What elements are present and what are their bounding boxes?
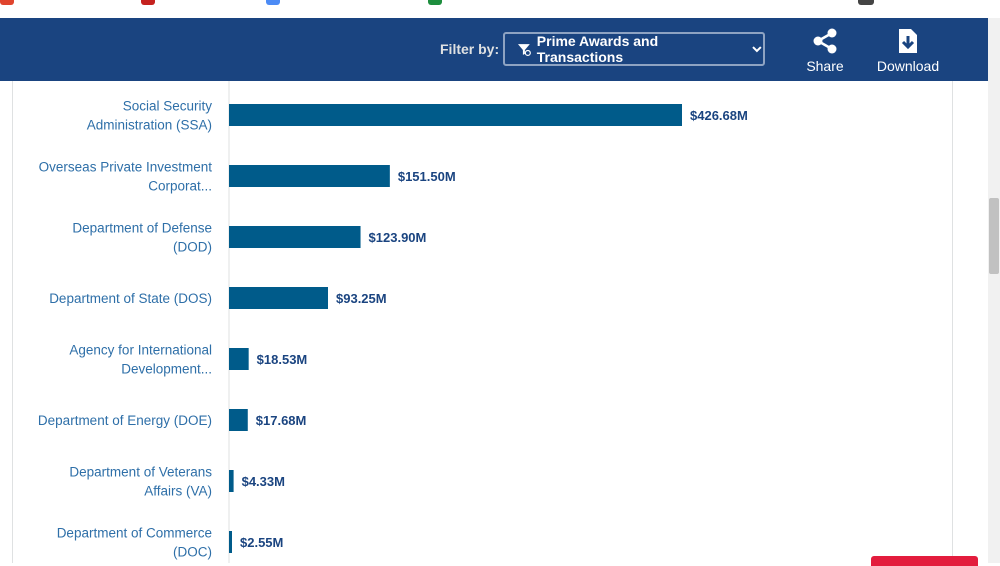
filter-dropdown-value: Prime Awards and Transactions	[536, 33, 659, 65]
agency-label[interactable]: Department of State (DOS)	[49, 291, 212, 306]
bar-value-label: $151.50M	[398, 169, 456, 184]
bar-value-label: $426.68M	[690, 108, 748, 123]
bar-value-label: $4.33M	[242, 474, 285, 489]
agency-bar[interactable]	[229, 165, 390, 187]
filter-by-label: Filter by:	[440, 41, 500, 57]
bar-value-label: $123.90M	[369, 230, 427, 245]
share-label: Share	[806, 58, 844, 74]
agency-bar[interactable]	[229, 104, 682, 126]
share-button[interactable]: Share	[805, 28, 845, 74]
bar-value-label: $17.68M	[256, 413, 307, 428]
page-scrollbar[interactable]	[988, 18, 1000, 563]
agency-spending-chart-panel: Social Security Administration (SSA) $426.…	[12, 81, 953, 563]
bookmark-icon-red[interactable]	[141, 0, 155, 5]
agency-label[interactable]: Department of Commerce (DOC)	[57, 526, 212, 560]
bookmark-icon-green[interactable]	[428, 0, 442, 5]
download-button[interactable]: Download	[872, 28, 944, 74]
bookmark-icon-dark[interactable]	[858, 0, 874, 5]
filter-icon	[517, 44, 531, 56]
agency-bar[interactable]	[229, 470, 234, 492]
bar-value-label: $2.55M	[240, 535, 283, 550]
agency-label[interactable]: Department of Veterans Affairs (VA)	[69, 465, 212, 499]
main-content: Social Security Administration (SSA) $426.…	[0, 81, 988, 563]
visualization-toolbar: Filter by: Prime Awards and Transactions…	[0, 18, 988, 81]
bookmark-icon-red-edge[interactable]	[0, 0, 14, 5]
bookmark-icon-blue[interactable]	[266, 0, 280, 5]
agency-bar[interactable]	[229, 287, 329, 309]
filter-dropdown[interactable]: Prime Awards and Transactions	[503, 32, 765, 66]
agency-bar[interactable]	[229, 226, 361, 248]
browser-bookmarks-strip	[0, 0, 1000, 18]
agency-bar[interactable]	[229, 531, 232, 553]
agency-label[interactable]: Agency for International Development...	[69, 343, 212, 377]
agency-label[interactable]: Overseas Private Investment Corporat...	[39, 160, 213, 194]
agency-label[interactable]: Social Security Administration (SSA)	[87, 99, 213, 133]
chevron-down-icon	[752, 46, 762, 53]
bar-value-label: $93.25M	[336, 291, 387, 306]
agency-label[interactable]: Department of Energy (DOE)	[38, 413, 212, 428]
agency-bar-chart: Social Security Administration (SSA) $426.…	[38, 81, 748, 563]
download-label: Download	[876, 58, 940, 74]
feedback-tab[interactable]	[871, 556, 978, 566]
agency-label[interactable]: Department of Defense (DOD)	[72, 221, 212, 255]
bar-value-label: $18.53M	[257, 352, 308, 367]
download-file-icon	[899, 29, 917, 53]
scrollbar-thumb[interactable]	[989, 198, 999, 274]
share-icon	[813, 28, 837, 54]
agency-bar[interactable]	[229, 409, 248, 431]
agency-bar[interactable]	[229, 348, 249, 370]
